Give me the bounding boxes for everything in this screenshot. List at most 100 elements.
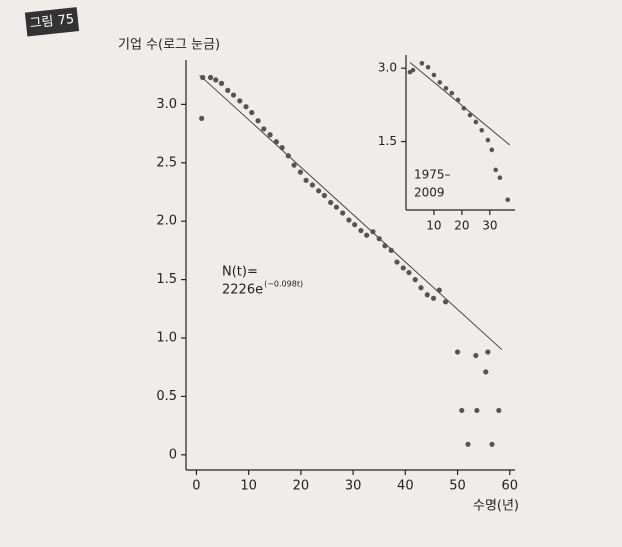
point bbox=[418, 285, 424, 291]
point bbox=[449, 90, 455, 96]
x-tick-label: 20 bbox=[293, 479, 310, 494]
point bbox=[200, 74, 206, 81]
point bbox=[285, 153, 291, 159]
point bbox=[297, 169, 303, 175]
point bbox=[394, 259, 400, 265]
point bbox=[497, 175, 503, 181]
point bbox=[436, 287, 442, 293]
point bbox=[410, 67, 416, 73]
y-tick-label: 0 bbox=[169, 447, 177, 462]
point bbox=[474, 407, 480, 414]
annotation: 2226e bbox=[222, 283, 263, 298]
point bbox=[346, 217, 352, 223]
y-tick-label: 0.5 bbox=[156, 389, 177, 404]
point bbox=[321, 192, 327, 199]
point bbox=[496, 407, 502, 414]
point bbox=[328, 199, 334, 206]
point bbox=[483, 369, 489, 375]
point bbox=[376, 236, 382, 242]
point bbox=[437, 80, 443, 85]
x-axis-title: 수명(년) bbox=[473, 499, 519, 514]
point bbox=[430, 295, 437, 301]
point bbox=[333, 204, 339, 210]
point bbox=[388, 247, 394, 253]
x-tick-label: 30 bbox=[482, 219, 497, 233]
point bbox=[485, 349, 491, 355]
point bbox=[425, 64, 431, 70]
x-tick-label: 50 bbox=[449, 479, 466, 494]
point bbox=[400, 265, 406, 271]
point bbox=[309, 182, 315, 188]
point bbox=[467, 112, 473, 118]
point bbox=[424, 292, 430, 298]
point bbox=[455, 97, 461, 103]
point bbox=[489, 441, 495, 447]
inset-bg bbox=[405, 55, 516, 210]
y-tick-label: 3.0 bbox=[156, 97, 177, 112]
point bbox=[255, 118, 261, 124]
point bbox=[406, 269, 412, 276]
point bbox=[207, 74, 214, 81]
point bbox=[459, 407, 465, 414]
point bbox=[382, 243, 388, 249]
point bbox=[273, 139, 279, 145]
point bbox=[303, 177, 309, 183]
x-tick-label: 40 bbox=[397, 479, 414, 494]
point bbox=[316, 188, 322, 194]
point bbox=[442, 299, 449, 305]
point bbox=[279, 145, 285, 151]
point bbox=[230, 92, 237, 98]
point bbox=[213, 77, 219, 83]
point bbox=[461, 105, 467, 111]
point bbox=[473, 352, 479, 359]
fit-line bbox=[199, 74, 503, 351]
point bbox=[454, 349, 461, 355]
point bbox=[364, 232, 370, 238]
annotation-superscript: (−0.098t) bbox=[264, 280, 303, 289]
y-axis-title: 기업 수(로그 눈금) bbox=[118, 38, 220, 53]
x-tick-label: 60 bbox=[502, 479, 519, 494]
y-tick-label: 1.5 bbox=[378, 134, 397, 148]
y-tick-label: 1.0 bbox=[156, 331, 177, 346]
figure-tag: 그림 75 bbox=[24, 7, 80, 37]
point bbox=[419, 61, 425, 66]
point bbox=[249, 109, 255, 116]
point bbox=[199, 115, 205, 122]
y-tick-label: 1.5 bbox=[156, 272, 177, 287]
point bbox=[443, 85, 449, 91]
x-tick-label: 20 bbox=[454, 219, 469, 233]
figure-tag-bg bbox=[24, 7, 80, 37]
point bbox=[340, 210, 346, 216]
point bbox=[291, 162, 297, 168]
point bbox=[431, 72, 437, 78]
point bbox=[267, 132, 273, 138]
point bbox=[218, 80, 225, 86]
annotation: N(t)= bbox=[222, 265, 258, 280]
point bbox=[243, 104, 249, 110]
point bbox=[237, 98, 243, 104]
point bbox=[473, 119, 479, 125]
y-tick-label: 2.0 bbox=[156, 214, 177, 229]
y-tick-label: 3.0 bbox=[378, 61, 397, 75]
annotation: 1975– bbox=[414, 168, 451, 182]
x-tick-label: 10 bbox=[240, 479, 257, 494]
x-tick-label: 0 bbox=[192, 479, 200, 494]
x-tick-label: 30 bbox=[345, 479, 362, 494]
point bbox=[352, 222, 358, 228]
fit-line bbox=[409, 61, 511, 146]
point bbox=[261, 126, 267, 132]
figure-label: 그림 75 bbox=[29, 12, 75, 32]
point bbox=[489, 147, 495, 153]
point bbox=[479, 127, 485, 133]
x-tick-label: 10 bbox=[426, 219, 441, 233]
point bbox=[493, 167, 499, 173]
point bbox=[505, 197, 511, 203]
point bbox=[370, 229, 376, 235]
annotation: 2009 bbox=[414, 186, 445, 200]
point bbox=[358, 227, 364, 234]
point bbox=[225, 87, 231, 93]
point bbox=[465, 441, 471, 447]
y-tick-label: 2.5 bbox=[156, 155, 177, 170]
